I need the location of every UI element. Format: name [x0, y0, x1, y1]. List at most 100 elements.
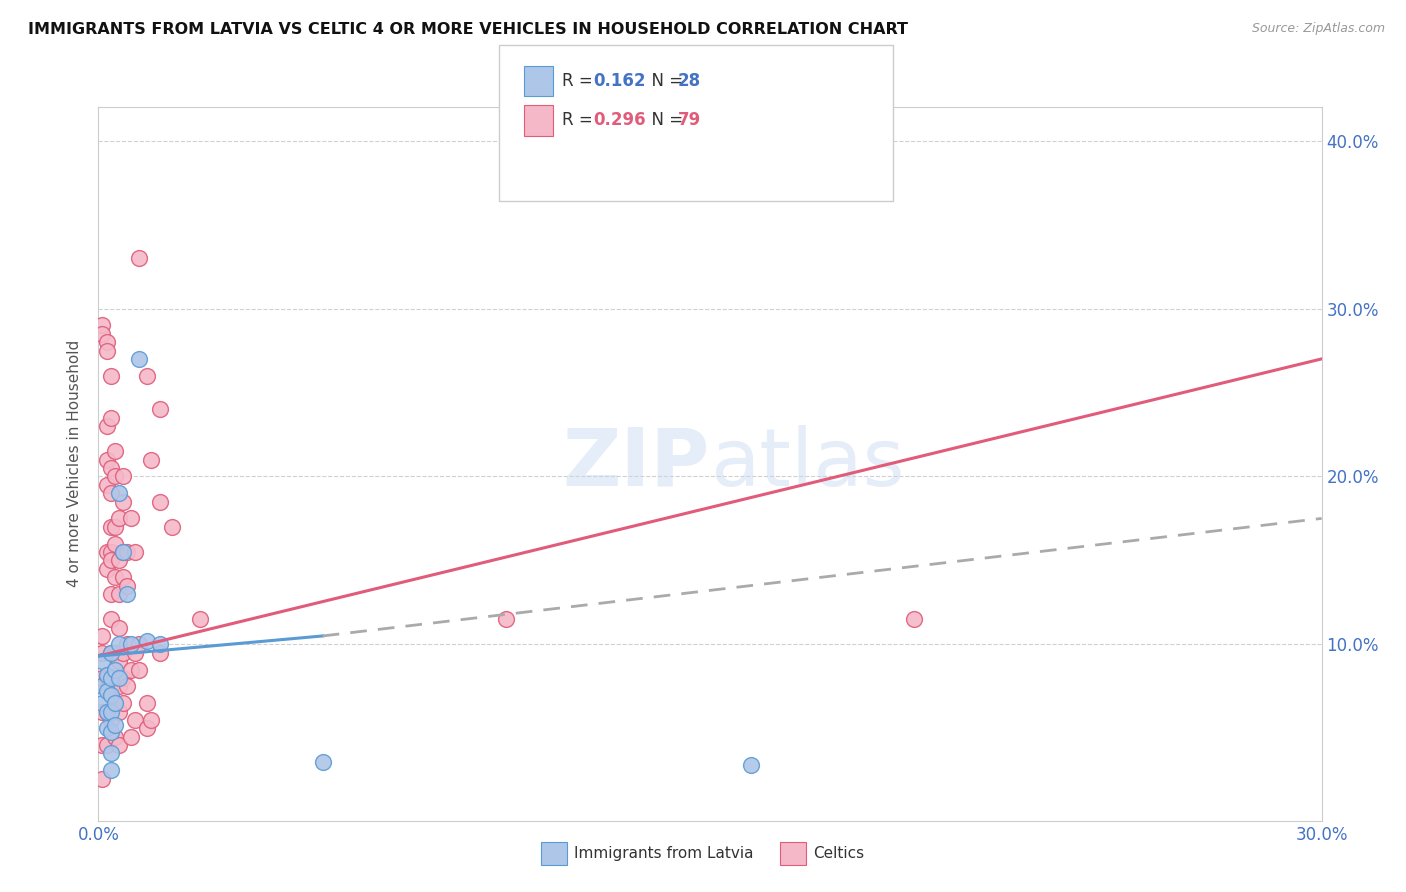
Point	[100, 461, 122, 475]
Point	[188, 612, 212, 626]
Point	[111, 646, 134, 660]
Point	[91, 629, 114, 643]
Text: 0.296: 0.296	[593, 112, 645, 129]
Point	[100, 764, 122, 778]
Point	[115, 679, 138, 693]
Point	[108, 654, 131, 668]
Text: 0.162: 0.162	[593, 72, 645, 90]
Point	[100, 747, 122, 761]
Point	[100, 646, 122, 660]
Point	[100, 520, 122, 534]
Point	[91, 696, 114, 710]
Point	[740, 758, 762, 772]
Point	[91, 654, 114, 668]
Point	[96, 545, 118, 559]
Point	[111, 671, 134, 685]
Point	[903, 612, 925, 626]
Point	[124, 646, 146, 660]
Point	[149, 637, 172, 651]
Text: ZIP: ZIP	[562, 425, 710, 503]
Point	[100, 724, 122, 739]
Point	[100, 368, 122, 383]
Point	[100, 705, 122, 719]
Point	[136, 634, 159, 648]
Point	[91, 646, 114, 660]
Point	[115, 587, 138, 601]
Text: Source: ZipAtlas.com: Source: ZipAtlas.com	[1251, 22, 1385, 36]
Point	[96, 478, 118, 492]
Point	[100, 679, 122, 693]
Point	[96, 562, 118, 576]
Point	[108, 486, 131, 500]
Point	[104, 646, 127, 660]
Point	[104, 469, 127, 483]
Point	[96, 343, 118, 358]
Point	[104, 663, 127, 677]
Text: 79: 79	[678, 112, 702, 129]
Point	[111, 570, 134, 584]
Point	[104, 696, 127, 710]
Point	[100, 646, 122, 660]
Point	[136, 696, 159, 710]
Point	[128, 663, 150, 677]
Point	[104, 730, 127, 744]
Point	[108, 553, 131, 567]
Point	[100, 688, 122, 702]
Point	[96, 721, 118, 735]
Point	[149, 646, 172, 660]
Point	[111, 545, 134, 559]
Point	[104, 520, 127, 534]
Point	[104, 536, 127, 550]
Point	[120, 663, 142, 677]
Point	[141, 452, 163, 467]
Text: Celtics: Celtics	[813, 847, 863, 861]
Point	[91, 679, 114, 693]
Text: atlas: atlas	[710, 425, 904, 503]
Point	[115, 578, 138, 592]
Point	[100, 587, 122, 601]
Point	[141, 713, 163, 727]
Point	[108, 637, 131, 651]
Text: N =: N =	[641, 72, 689, 90]
Text: Immigrants from Latvia: Immigrants from Latvia	[574, 847, 754, 861]
Point	[108, 587, 131, 601]
Point	[108, 671, 131, 685]
Point	[108, 511, 131, 525]
Point	[128, 251, 150, 265]
Text: 28: 28	[678, 72, 700, 90]
Point	[111, 469, 134, 483]
Text: R =: R =	[562, 72, 599, 90]
Point	[120, 637, 142, 651]
Point	[100, 671, 122, 685]
Point	[120, 730, 142, 744]
Point	[108, 705, 131, 719]
Point	[91, 671, 114, 685]
Point	[100, 486, 122, 500]
Point	[108, 679, 131, 693]
Point	[111, 494, 134, 508]
Point	[96, 419, 118, 434]
Point	[96, 671, 118, 685]
Point	[149, 494, 172, 508]
Point	[96, 452, 118, 467]
Point	[128, 637, 150, 651]
Point	[115, 637, 138, 651]
Point	[104, 696, 127, 710]
Point	[100, 612, 122, 626]
Point	[124, 545, 146, 559]
Point	[115, 545, 138, 559]
Point	[312, 755, 335, 769]
Point	[100, 553, 122, 567]
Point	[91, 772, 114, 786]
Point	[100, 545, 122, 559]
Point	[96, 705, 118, 719]
Point	[104, 671, 127, 685]
Point	[108, 738, 131, 752]
Point	[128, 351, 150, 366]
Point	[104, 718, 127, 732]
Y-axis label: 4 or more Vehicles in Household: 4 or more Vehicles in Household	[67, 340, 83, 588]
Point	[96, 667, 118, 681]
Point	[160, 520, 183, 534]
Point	[104, 444, 127, 458]
Point	[111, 696, 134, 710]
